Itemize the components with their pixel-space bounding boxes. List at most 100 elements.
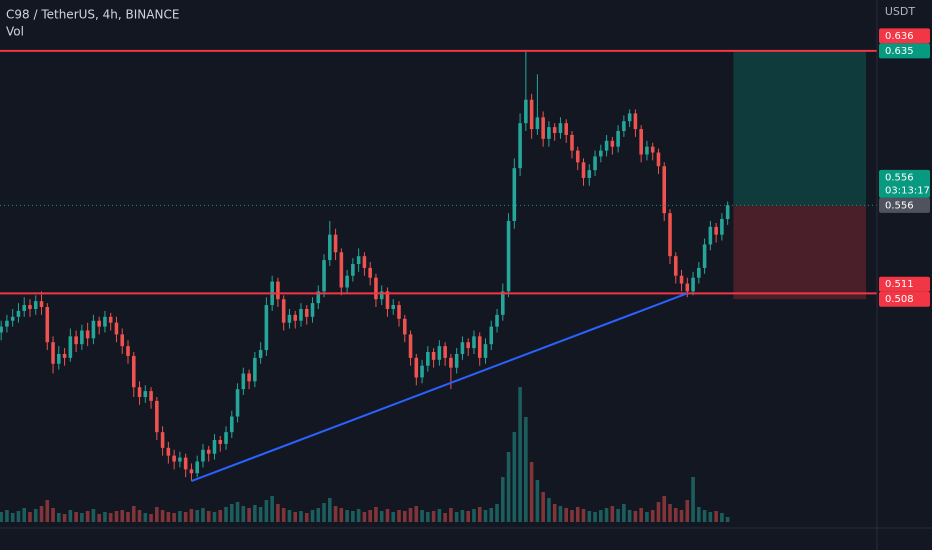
candle-body — [322, 260, 326, 292]
volume-bar — [5, 510, 9, 522]
trend-line — [191, 292, 688, 483]
price-tag-label: 0.635 — [885, 46, 914, 57]
candle-body — [725, 205, 730, 220]
candle-body — [299, 308, 303, 321]
candle-body — [575, 150, 580, 163]
candle-body — [547, 127, 551, 139]
volume-bar — [529, 462, 534, 522]
volume-bar — [258, 507, 263, 522]
candle-body — [97, 320, 101, 327]
candle-body — [316, 291, 321, 304]
volume-bar — [85, 511, 90, 522]
candle-body — [627, 113, 632, 122]
volume-bar — [155, 507, 159, 522]
price-tag-label: 0.556 — [885, 172, 914, 183]
volume-bar — [103, 512, 107, 522]
candle-body — [28, 305, 32, 309]
candle-body — [449, 357, 453, 368]
price-tag — [879, 169, 930, 198]
candle-body — [639, 129, 643, 155]
candle-body — [656, 152, 661, 167]
candle-body — [391, 305, 396, 309]
candle-body — [587, 170, 592, 178]
candle-body — [402, 318, 407, 335]
candle-body — [708, 226, 713, 245]
candle-body — [131, 355, 136, 388]
candle-body — [310, 303, 315, 317]
candle-body — [414, 357, 419, 378]
candle-body — [224, 432, 228, 444]
volume-bar — [183, 512, 188, 522]
candle-body — [426, 352, 430, 366]
candle-body — [5, 320, 9, 327]
volume-bar — [599, 510, 603, 522]
volume-bar — [645, 512, 649, 522]
candle-body — [460, 342, 465, 354]
volume-bar — [374, 507, 378, 522]
price-tag-label: 0.511 — [885, 279, 914, 290]
volume-bar — [80, 513, 84, 522]
volume-bar — [725, 517, 730, 522]
volume-bar — [552, 504, 557, 522]
volume-bar — [697, 507, 701, 522]
candle-body — [477, 336, 482, 358]
price-tag — [879, 291, 930, 307]
volume-bar — [668, 504, 672, 522]
candle-body — [160, 432, 165, 448]
candle-body — [570, 134, 574, 151]
volume-bar — [472, 509, 476, 522]
candle-body — [374, 277, 378, 300]
price-tag-label: 0.508 — [885, 294, 914, 305]
volume-bar — [97, 514, 101, 522]
candle-body — [51, 342, 55, 364]
price-tag — [879, 43, 930, 59]
candle-body — [645, 146, 649, 155]
volume-bar — [616, 509, 620, 522]
candle-body — [501, 291, 505, 315]
volume-bar — [91, 509, 96, 522]
volume-bar — [45, 500, 50, 522]
volume-bar — [391, 512, 396, 522]
volume-bar — [322, 503, 326, 522]
volume-label: Vol — [6, 25, 24, 39]
candle-body — [552, 127, 557, 133]
candle-body — [183, 457, 188, 470]
volume-bar — [51, 508, 55, 522]
candle-body — [385, 291, 390, 309]
candle-body — [495, 314, 499, 327]
volume-bar — [495, 504, 499, 522]
axes: 0.636 0.635 0.556 03:13:17 0.556 0.511 0.508 — [879, 28, 930, 307]
candle-body — [650, 146, 655, 153]
candle-body — [339, 252, 344, 288]
volume-bar — [639, 508, 643, 522]
candle-body — [662, 166, 667, 214]
volume-bar — [489, 508, 494, 522]
candle-body — [149, 391, 153, 401]
candle-body — [581, 162, 586, 178]
volume-bar — [702, 510, 707, 522]
candle-body — [610, 140, 615, 147]
volume-bar — [708, 512, 713, 522]
volume-bar — [195, 510, 199, 522]
volume-bar — [351, 511, 355, 522]
volume-bar — [126, 512, 130, 522]
volume-bar — [581, 509, 586, 522]
volume-bar — [178, 511, 182, 522]
volume-bar — [33, 509, 38, 522]
candle-body — [258, 350, 263, 358]
volume-bar — [610, 506, 615, 522]
candle-body — [362, 256, 367, 268]
candle-body — [0, 326, 3, 333]
candle-body — [558, 123, 563, 133]
volume-bar — [524, 417, 528, 522]
candle-body — [85, 330, 90, 339]
volume-pane — [0, 387, 730, 522]
price-tag-label: 0.636 — [885, 31, 914, 42]
candle-body — [189, 469, 194, 474]
candle-body — [91, 320, 96, 339]
volume-bar — [328, 498, 332, 522]
candle-body — [593, 156, 597, 171]
volume-bar — [264, 500, 269, 522]
